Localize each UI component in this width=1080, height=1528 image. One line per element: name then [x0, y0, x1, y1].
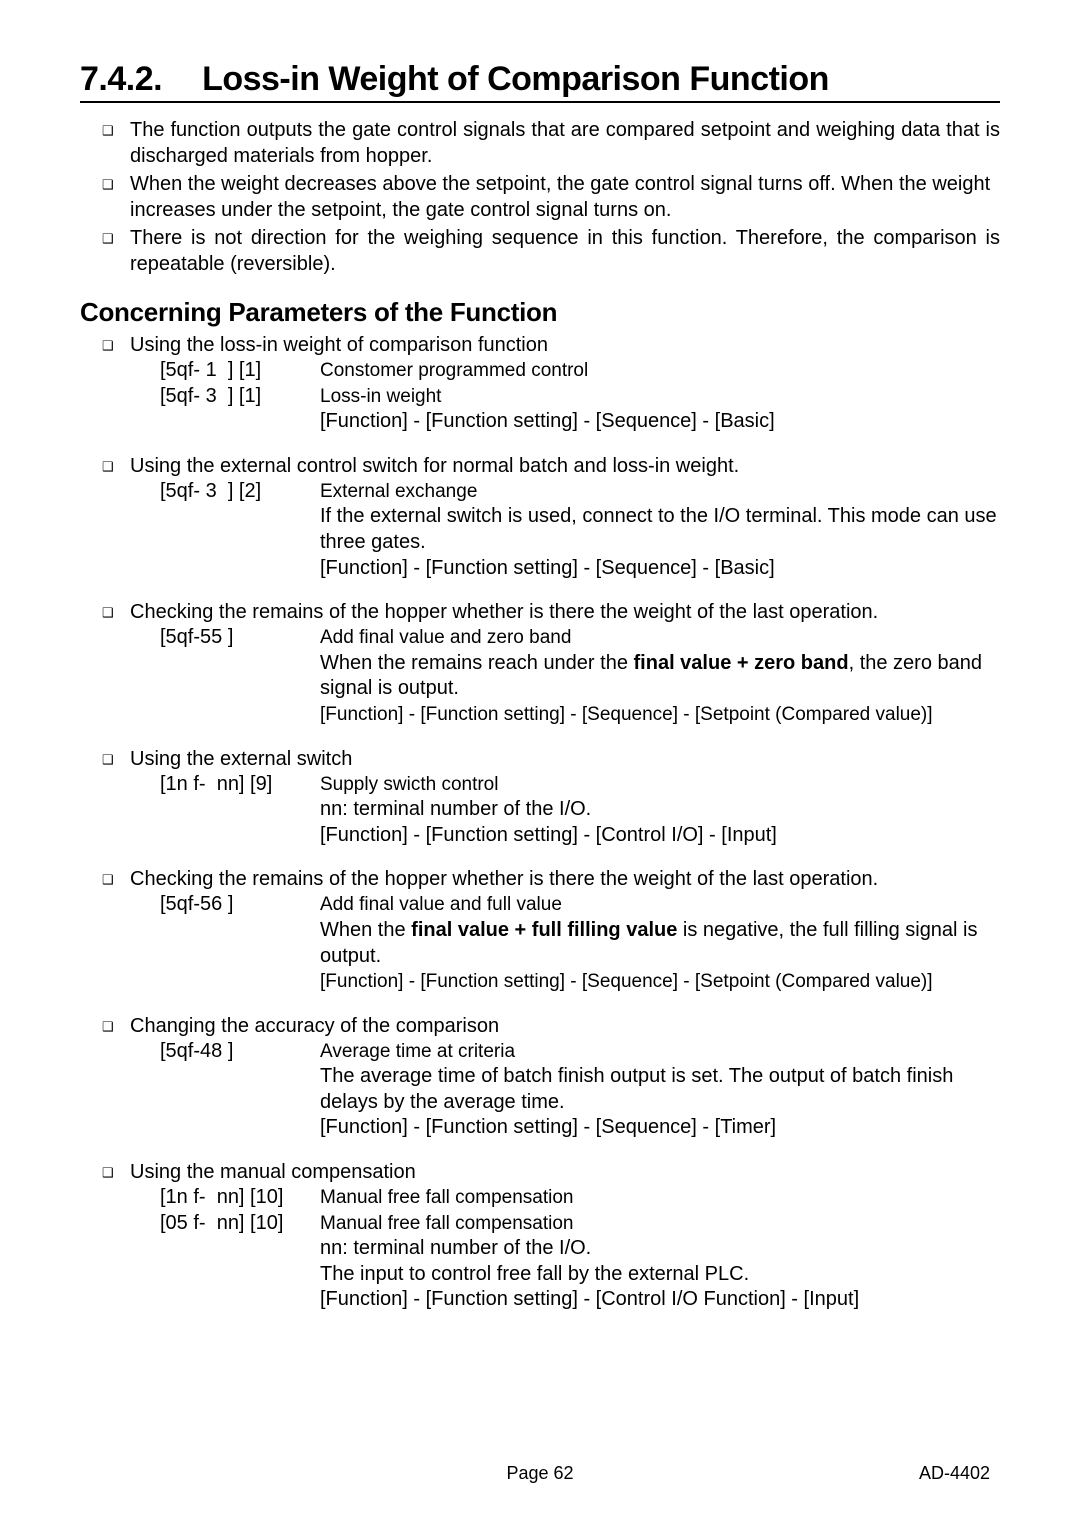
page-footer: Page 62 AD-4402 — [0, 1463, 1080, 1484]
section-heading: 7.4.2. Loss-in Weight of Comparison Funct… — [80, 60, 1000, 103]
param-path: [Function] - [Function setting] - [Seque… — [320, 557, 775, 579]
intro-item: When the weight decreases above the setp… — [130, 171, 1000, 223]
param-list: Using the loss-in weight of comparison f… — [80, 332, 1000, 1313]
intro-list: The function outputs the gate control si… — [80, 117, 1000, 277]
param-desc: Constomer programmed control — [320, 360, 588, 381]
param-code: [5qf-55 ] — [160, 625, 320, 651]
param-intro: Using the external switch — [130, 746, 1000, 772]
param-item: Using the external switch [1n f- nn] [9]… — [130, 746, 1000, 849]
section-number: 7.4.2. — [80, 60, 162, 99]
param-item: Checking the remains of the hopper wheth… — [130, 866, 1000, 994]
intro-item: There is not direction for the weighing … — [130, 225, 1000, 277]
sub-heading: Concerning Parameters of the Function — [80, 297, 1000, 328]
param-item: Checking the remains of the hopper wheth… — [130, 599, 1000, 727]
param-path: [Function] - [Function setting] - [Contr… — [320, 1288, 859, 1310]
param-intro: Using the loss-in weight of comparison f… — [130, 332, 1000, 358]
param-intro: Changing the accuracy of the comparison — [130, 1013, 1000, 1039]
param-path: [Function] - [Function setting] - [Contr… — [320, 824, 777, 846]
param-path: [Function] - [Function setting] - [Seque… — [320, 1116, 776, 1138]
param-item: Using the manual compensation [1n f- nn]… — [130, 1159, 1000, 1313]
param-desc: Manual free fall compensation — [320, 1213, 573, 1234]
doc-id: AD-4402 — [840, 1463, 990, 1484]
param-code: [5qf- 3 ] [1] — [160, 384, 320, 410]
param-code: [1n f- nn] [9] — [160, 772, 320, 798]
param-line: The average time of batch finish output … — [320, 1065, 953, 1113]
param-path: [Function] - [Function setting] - [Seque… — [320, 971, 933, 992]
param-desc: Supply swicth control — [320, 774, 498, 795]
param-line: nn: terminal number of the I/O. — [320, 1237, 591, 1259]
param-code: [5qf- 1 ] [1] — [160, 358, 320, 384]
param-line: When the remains reach under the final v… — [320, 652, 982, 700]
param-desc: Add final value and zero band — [320, 627, 571, 648]
param-path: [Function] - [Function setting] - [Seque… — [320, 410, 775, 432]
param-intro: Checking the remains of the hopper wheth… — [130, 599, 1000, 625]
param-intro: Checking the remains of the hopper wheth… — [130, 866, 1000, 892]
section-title: Loss-in Weight of Comparison Function — [202, 60, 829, 98]
param-item: Using the loss-in weight of comparison f… — [130, 332, 1000, 435]
param-item: Changing the accuracy of the comparison … — [130, 1013, 1000, 1141]
param-code: [5qf- 3 ] [2] — [160, 479, 320, 505]
param-line: The input to control free fall by the ex… — [320, 1263, 749, 1285]
param-desc: Add final value and full value — [320, 894, 562, 915]
intro-item: The function outputs the gate control si… — [130, 117, 1000, 169]
param-code: [5qf-48 ] — [160, 1039, 320, 1065]
param-item: Using the external control switch for no… — [130, 453, 1000, 581]
param-line: nn: terminal number of the I/O. — [320, 798, 591, 820]
param-line: When the final value + full filling valu… — [320, 919, 978, 967]
param-code: [1n f- nn] [10] — [160, 1185, 320, 1211]
param-intro: Using the manual compensation — [130, 1159, 1000, 1185]
param-code: [05 f- nn] [10] — [160, 1211, 320, 1237]
param-intro: Using the external control switch for no… — [130, 453, 1000, 479]
param-path: [Function] - [Function setting] - [Seque… — [320, 704, 933, 725]
param-desc: External exchange — [320, 481, 477, 502]
param-desc: Loss-in weight — [320, 386, 441, 407]
page-number: Page 62 — [240, 1463, 840, 1484]
param-line: If the external switch is used, connect … — [320, 505, 997, 553]
param-desc: Manual free fall compensation — [320, 1187, 573, 1208]
param-code: [5qf-56 ] — [160, 892, 320, 918]
param-desc: Average time at criteria — [320, 1041, 515, 1062]
